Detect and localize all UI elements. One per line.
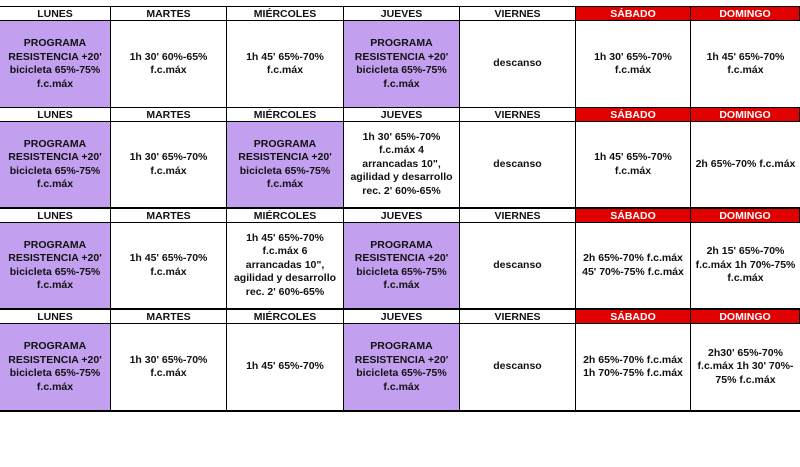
header-domingo: DOMINGO	[691, 108, 800, 122]
cell-lunes: PROGRAMA RESISTENCIA +20' bicicleta 65%-…	[0, 324, 111, 410]
cell-viernes: descanso	[460, 223, 576, 308]
header-viernes: VIERNES	[460, 7, 576, 21]
header-sabado: SÁBADO	[576, 209, 691, 223]
week-block-4: LUNES MARTES MIÉRCOLES JUEVES VIERNES SÁ…	[0, 309, 800, 412]
header-miercoles: MIÉRCOLES	[227, 7, 344, 21]
cell-lunes: PROGRAMA RESISTENCIA +20' bicicleta 65%-…	[0, 223, 111, 308]
cell-lunes: PROGRAMA RESISTENCIA +20' bicicleta 65%-…	[0, 122, 111, 207]
cell-sabado: 2h 65%-70% f.c.máx 45' 70%-75% f.c.máx	[576, 223, 691, 308]
cell-miercoles: PROGRAMA RESISTENCIA +20' bicicleta 65%-…	[227, 122, 344, 207]
header-lunes: LUNES	[0, 310, 111, 324]
cell-domingo: 1h 45' 65%-70% f.c.máx	[691, 21, 800, 107]
header-martes: MARTES	[111, 209, 227, 223]
cell-miercoles: 1h 45' 65%-70%	[227, 324, 344, 410]
header-martes: MARTES	[111, 108, 227, 122]
header-sabado: SÁBADO	[576, 7, 691, 21]
header-viernes: VIERNES	[460, 209, 576, 223]
week-block-3: LUNES MARTES MIÉRCOLES JUEVES VIERNES SÁ…	[0, 208, 800, 310]
header-jueves: JUEVES	[344, 7, 460, 21]
cell-jueves: PROGRAMA RESISTENCIA +20' bicicleta 65%-…	[344, 324, 460, 410]
cell-sabado: 1h 45' 65%-70% f.c.máx	[576, 122, 691, 207]
cell-domingo: 2h 65%-70% f.c.máx	[691, 122, 800, 207]
cell-martes: 1h 30' 65%-70% f.c.máx	[111, 122, 227, 207]
cell-martes: 1h 30' 65%-70% f.c.máx	[111, 324, 227, 410]
header-sabado: SÁBADO	[576, 310, 691, 324]
header-sabado: SÁBADO	[576, 108, 691, 122]
cell-miercoles: 1h 45' 65%-70% f.c.máx 6 arrancadas 10",…	[227, 223, 344, 308]
cell-martes: 1h 45' 65%-70% f.c.máx	[111, 223, 227, 308]
header-jueves: JUEVES	[344, 310, 460, 324]
header-lunes: LUNES	[0, 209, 111, 223]
cell-jueves: 1h 30' 65%-70% f.c.máx 4 arrancadas 10",…	[344, 122, 460, 207]
header-domingo: DOMINGO	[691, 310, 800, 324]
cell-sabado: 2h 65%-70% f.c.máx 1h 70%-75% f.c.máx	[576, 324, 691, 410]
cell-sabado: 1h 30' 65%-70% f.c.máx	[576, 21, 691, 107]
cell-viernes: descanso	[460, 324, 576, 410]
header-lunes: LUNES	[0, 108, 111, 122]
cell-lunes: PROGRAMA RESISTENCIA +20' bicicleta 65%-…	[0, 21, 111, 107]
cell-domingo: 2h 15' 65%-70% f.c.máx 1h 70%-75% f.c.má…	[691, 223, 800, 308]
header-miercoles: MIÉRCOLES	[227, 209, 344, 223]
header-jueves: JUEVES	[344, 209, 460, 223]
header-domingo: DOMINGO	[691, 7, 800, 21]
cell-jueves: PROGRAMA RESISTENCIA +20' bicicleta 65%-…	[344, 223, 460, 308]
header-martes: MARTES	[111, 310, 227, 324]
header-jueves: JUEVES	[344, 108, 460, 122]
week-block-2: LUNES MARTES MIÉRCOLES JUEVES VIERNES SÁ…	[0, 107, 800, 209]
cell-martes: 1h 30' 60%-65% f.c.máx	[111, 21, 227, 107]
cell-viernes: descanso	[460, 21, 576, 107]
header-viernes: VIERNES	[460, 108, 576, 122]
header-viernes: VIERNES	[460, 310, 576, 324]
header-domingo: DOMINGO	[691, 209, 800, 223]
header-lunes: LUNES	[0, 7, 111, 21]
cell-domingo: 2h30' 65%-70% f.c.máx 1h 30' 70%- 75% f.…	[691, 324, 800, 410]
cell-viernes: descanso	[460, 122, 576, 207]
header-martes: MARTES	[111, 7, 227, 21]
week-block-1: LUNES MARTES MIÉRCOLES JUEVES VIERNES SÁ…	[0, 6, 800, 109]
cell-jueves: PROGRAMA RESISTENCIA +20' bicicleta 65%-…	[344, 21, 460, 107]
cell-miercoles: 1h 45' 65%-70% f.c.máx	[227, 21, 344, 107]
header-miercoles: MIÉRCOLES	[227, 108, 344, 122]
header-miercoles: MIÉRCOLES	[227, 310, 344, 324]
